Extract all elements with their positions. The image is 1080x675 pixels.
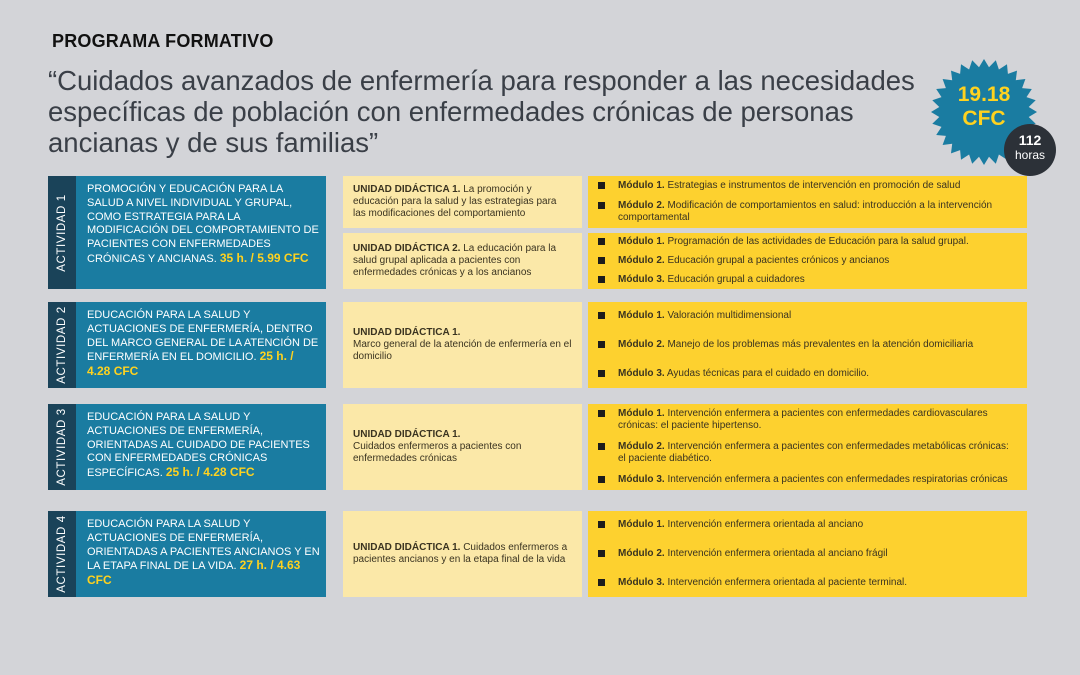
activity-3-description: EDUCACIÓN PARA LA SALUD Y ACTUACIONES DE… bbox=[87, 411, 310, 480]
list-item: Módulo 3. Intervención enfermera a pacie… bbox=[598, 474, 1017, 486]
list-item: Módulo 2. Educación grupal a pacientes c… bbox=[598, 255, 1017, 267]
activity-4-hours: 27 h. / 4.63 CFC bbox=[87, 558, 301, 588]
activity-2-hours: 25 h. / 4.28 CFC bbox=[87, 349, 294, 379]
list-item: Módulo 1. Estrategias e instrumentos de … bbox=[598, 180, 1017, 192]
activity-2-unit-1-modules: Módulo 1. Valoración multidimensional Mó… bbox=[588, 302, 1027, 388]
square-bullet-icon bbox=[598, 410, 605, 418]
activity-1-block: ACTIVIDAD 1 PROMOCIÓN Y EDUCACIÓN PARA L… bbox=[48, 176, 326, 289]
activity-1-hours: 35 h. / 5.99 CFC bbox=[219, 250, 309, 265]
activity-1-unit-2-modules: Módulo 1. Programación de las actividade… bbox=[588, 233, 1027, 289]
activity-2-description: EDUCACIÓN PARA LA SALUD Y ACTUACIONES DE… bbox=[87, 309, 319, 379]
activity-3-hours: 25 h. / 4.28 CFC bbox=[165, 465, 255, 480]
square-bullet-icon bbox=[598, 340, 605, 348]
square-bullet-icon bbox=[598, 549, 605, 557]
activity-3-unit-1: UNIDAD DIDÁCTICA 1. Cuidados enfermeros a… bbox=[343, 404, 582, 490]
activity-3-unit-1-modules: Módulo 1. Intervención enfermera a pacie… bbox=[588, 404, 1027, 490]
activity-1-unit-2: UNIDAD DIDÁCTICA 2. La educación para la… bbox=[343, 233, 582, 289]
square-bullet-icon bbox=[598, 369, 605, 377]
square-bullet-icon bbox=[598, 312, 605, 320]
square-bullet-icon bbox=[598, 475, 605, 483]
hours-badge: 112 horas bbox=[1004, 124, 1056, 176]
activity-2-block: ACTIVIDAD 2 EDUCACIÓN PARA LA SALUD Y AC… bbox=[48, 302, 326, 388]
square-bullet-icon bbox=[598, 521, 605, 529]
activity-3-block: ACTIVIDAD 3 EDUCACIÓN PARA LA SALUD Y AC… bbox=[48, 404, 326, 490]
activity-4-block: ACTIVIDAD 4 EDUCACIÓN PARA LA SALUD Y AC… bbox=[48, 511, 326, 597]
activity-4-description: EDUCACIÓN PARA LA SALUD Y ACTUACIONES DE… bbox=[87, 518, 320, 588]
activity-2-tab: ACTIVIDAD 2 bbox=[48, 302, 76, 388]
list-item: Módulo 2. Intervención enfermera a pacie… bbox=[598, 441, 1017, 465]
activity-1-description: PROMOCIÓN Y EDUCACIÓN PARA LA SALUD A NI… bbox=[87, 183, 319, 265]
list-item: Módulo 1. Valoración multidimensional bbox=[598, 310, 1017, 322]
activity-1-unit-1-modules: Módulo 1. Estrategias e instrumentos de … bbox=[588, 176, 1027, 228]
square-bullet-icon bbox=[598, 256, 605, 264]
cfc-label: CFC bbox=[962, 107, 1006, 130]
square-bullet-icon bbox=[598, 238, 605, 246]
square-bullet-icon bbox=[598, 275, 605, 283]
list-item: Módulo 3. Intervención enfermera orienta… bbox=[598, 577, 1017, 589]
activity-4-tab: ACTIVIDAD 4 bbox=[48, 511, 76, 597]
activity-4-unit-1: UNIDAD DIDÁCTICA 1. Cuidados enfermeros … bbox=[343, 511, 582, 597]
activity-1-tab: ACTIVIDAD 1 bbox=[48, 176, 76, 289]
activity-1-unit-1: UNIDAD DIDÁCTICA 1. La promoción y educa… bbox=[343, 176, 582, 228]
list-item: Módulo 1. Intervención enfermera orienta… bbox=[598, 519, 1017, 531]
list-item: Módulo 1. Programación de las actividade… bbox=[598, 236, 1017, 248]
list-item: Módulo 3. Ayudas técnicas para el cuidad… bbox=[598, 368, 1017, 380]
list-item: Módulo 1. Intervención enfermera a pacie… bbox=[598, 408, 1017, 432]
program-label: PROGRAMA FORMATIVO bbox=[52, 31, 274, 51]
square-bullet-icon bbox=[598, 202, 605, 209]
list-item: Módulo 3. Educación grupal a cuidadores bbox=[598, 274, 1017, 286]
square-bullet-icon bbox=[598, 578, 605, 586]
hours-value: 112 bbox=[1018, 132, 1042, 148]
activity-3-tab: ACTIVIDAD 3 bbox=[48, 404, 76, 490]
program-title: “Cuidados avanzados de enfermería para r… bbox=[48, 65, 915, 158]
activity-2-unit-1: UNIDAD DIDÁCTICA 1. Marco general de la a… bbox=[343, 302, 582, 388]
list-item: Módulo 2. Intervención enfermera orienta… bbox=[598, 548, 1017, 560]
list-item: Módulo 2. Manejo de los problemas más pr… bbox=[598, 339, 1017, 351]
cfc-value: 19.18 bbox=[957, 83, 1011, 106]
square-bullet-icon bbox=[598, 442, 605, 450]
list-item: Módulo 2. Modificación de comportamiento… bbox=[598, 200, 1017, 224]
activity-4-unit-1-modules: Módulo 1. Intervención enfermera orienta… bbox=[588, 511, 1027, 597]
hours-label: horas bbox=[1014, 148, 1046, 162]
square-bullet-icon bbox=[598, 182, 605, 189]
